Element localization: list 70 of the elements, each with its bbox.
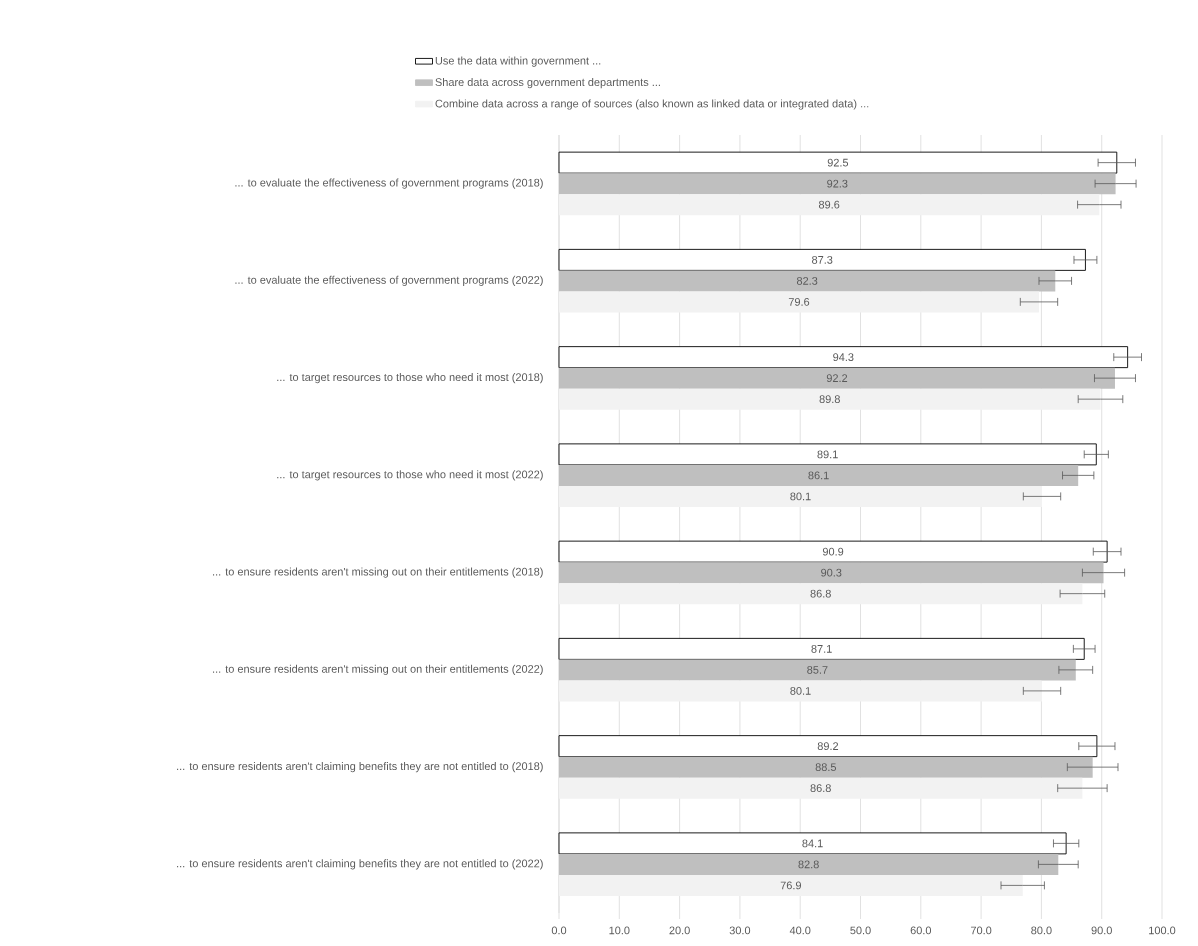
bar: [559, 367, 1115, 389]
y-tick-label: ... to target resources to those who need it most (2018): [277, 373, 543, 384]
bar: [559, 194, 1100, 216]
data-label: 90.9: [822, 547, 844, 556]
bar: [559, 173, 1116, 195]
bar: [559, 777, 1083, 799]
data-label: 94.3: [833, 353, 854, 362]
x-tick-label: 90.0: [1091, 926, 1112, 935]
data-label: 87.3: [812, 256, 833, 264]
data-label: 79.6: [788, 298, 810, 306]
data-label: 76.9: [780, 881, 802, 890]
x-tick-label: 70.0: [971, 926, 992, 935]
legend-label: Share data across government departments ...: [435, 77, 660, 89]
data-label: 86.8: [810, 784, 831, 793]
y-tick-label: ... to ensure residents aren't claiming benefits they are not entitled to (2018): [177, 762, 543, 773]
bar: [559, 583, 1083, 605]
bar: [559, 291, 1039, 313]
data-label: 80.1: [790, 492, 811, 501]
x-tick-label: 40.0: [789, 926, 811, 935]
y-tick-label: ... to ensure residents aren't claiming benefits they are not entitled to (2022): [177, 859, 543, 870]
data-label: 86.1: [808, 471, 829, 480]
legend-label: Use the data within government ...: [435, 56, 601, 67]
bar: [559, 270, 1056, 292]
y-tick-label: ... to target resources to those who need it most (2022): [277, 470, 543, 481]
data-label: 89.6: [818, 200, 840, 209]
data-label: 84.1: [802, 839, 823, 848]
data-label: 89.2: [817, 742, 839, 751]
x-tick-label: 80.0: [1031, 926, 1052, 935]
x-tick-label: 100.0: [1149, 926, 1176, 935]
bar: [559, 874, 1023, 896]
data-label: 87.1: [811, 645, 832, 653]
bar: [559, 562, 1104, 584]
bar: [558, 346, 1129, 369]
bar: [559, 388, 1101, 410]
x-tick-label: 20.0: [669, 926, 690, 935]
data-label: 86.8: [810, 589, 831, 598]
data-label: 89.8: [819, 395, 840, 404]
y-tick-label: ... to ensure residents aren't missing out on their entitlements (2018): [213, 567, 543, 578]
x-tick-label: 50.0: [850, 926, 871, 935]
data-label: 92.2: [826, 374, 848, 383]
data-label: 80.1: [790, 687, 811, 695]
data-label: 82.8: [798, 860, 819, 869]
bar: [559, 659, 1076, 681]
bar: [558, 540, 1108, 563]
bar: [559, 485, 1043, 507]
bar: [558, 832, 1067, 855]
data-label: 89.1: [817, 450, 838, 459]
data-label: 85.7: [807, 666, 828, 674]
x-tick-label: 60.0: [910, 926, 932, 935]
x-tick-label: 30.0: [729, 926, 751, 935]
y-tick-label: ... to evaluate the effectiveness of government programs (2018): [235, 178, 543, 189]
bar: [558, 248, 1086, 271]
data-label: 92.5: [827, 158, 849, 167]
bar: [558, 443, 1097, 466]
x-tick-label: 10.0: [609, 926, 630, 935]
data-label: 82.3: [796, 277, 818, 285]
data-label: 90.3: [821, 568, 842, 577]
bar: [559, 464, 1079, 486]
data-label: 92.3: [827, 179, 848, 188]
y-tick-label: ... to ensure residents aren't missing out on their entitlements (2022): [213, 664, 543, 675]
y-tick-label: ... to evaluate the effectiveness of government programs (2022): [235, 275, 543, 286]
x-tick-label: 0.0: [551, 926, 567, 935]
legend-label: Combine data across a range of sources (also known as linked data or integrated data) ...: [435, 99, 869, 110]
bar: [559, 680, 1043, 702]
data-label: 88.5: [815, 763, 837, 772]
bar: [558, 735, 1098, 758]
bar: [558, 151, 1118, 174]
bar: [558, 637, 1085, 660]
bar: [559, 756, 1093, 778]
bar: [559, 853, 1059, 875]
